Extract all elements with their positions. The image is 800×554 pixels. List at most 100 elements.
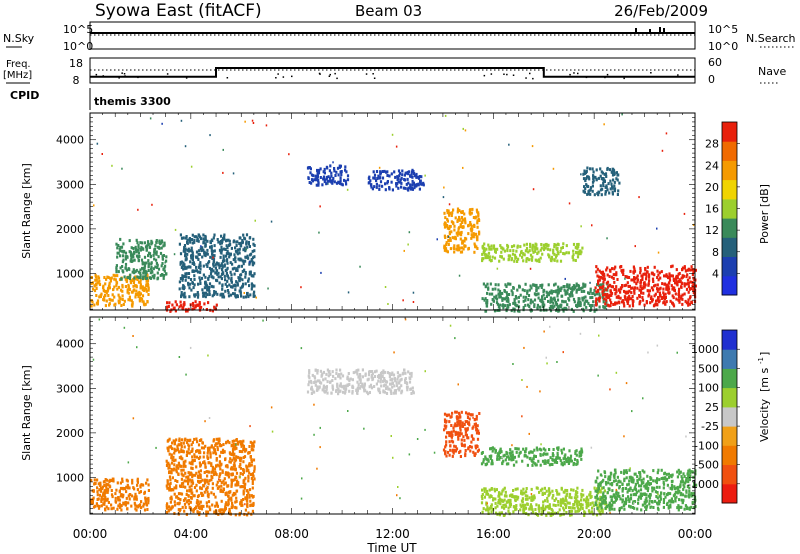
power-echo-cell [253,249,256,253]
power-echo-cell [245,242,248,246]
power-echo-cell [196,239,199,243]
power-echo-cell [146,284,149,288]
power-echo-cell [603,178,606,182]
power-echo-cell [226,279,229,283]
velocity-echo-cell [450,430,453,434]
power-echo-cell [212,259,215,263]
power-echo-cell [491,298,494,301]
velocity-echo-cell [314,368,317,372]
velocity-echo-cell [573,500,577,504]
velocity-echo-cell [444,445,447,449]
power-echo-cell [672,286,675,290]
power-echo-cell [612,167,615,171]
velocity-echo-cell [473,454,476,457]
power-echo-cell [460,230,463,234]
power-echo-speck [692,223,695,226]
power-echo-cell [605,185,608,189]
velocity-echo-cell [199,480,202,483]
velocity-echo-cell [528,507,531,511]
power-echo-cell [219,255,222,259]
velocity-echo-cell [218,475,221,479]
velocity-echo-cell [363,383,366,387]
velocity-echo-cell [500,511,503,515]
velocity-echo-cell [541,491,544,495]
velocity-echo-cell [188,439,191,443]
velocity-echo-cell [224,464,228,468]
power-echo-cell [183,263,186,267]
power-echo-speck [407,243,409,246]
power-echo-cell [552,301,555,305]
velocity-echo-cell [545,489,548,493]
velocity-echo-cell [550,462,553,466]
power-echo-cell [222,292,225,296]
power-echo-cell [119,237,122,241]
power-echo-speck [436,238,438,241]
power-echo-cell [203,251,206,255]
power-echo-cell [443,211,446,215]
velocity-echo-cell [116,496,120,500]
power-echo-cell [193,263,196,266]
power-echo-cell [238,289,241,293]
power-echo-cell [536,303,539,307]
power-echo-cell [582,282,585,286]
power-echo-cell [182,264,185,268]
velocity-echo-cell [207,482,210,486]
power-echo-cell [132,284,135,288]
power-echo-cell [571,287,574,291]
power-echo-cell [123,275,126,279]
power-echo-cell [518,309,521,313]
velocity-echo-cell [411,390,415,393]
power-echo-cell [182,261,185,265]
velocity-echo-cell [188,478,191,482]
power-echo-cell [213,290,216,293]
power-echo-cell [215,303,218,307]
power-echo-cell [209,255,212,259]
power-echo-speck [496,267,499,270]
power-echo-cell [671,274,674,278]
power-echo-cell [481,244,485,248]
beam-label: Beam 03 [355,2,422,20]
velocity-echo-cell [344,388,347,392]
power-echo-cell [585,177,588,180]
power-echo-cell [190,254,193,258]
power-echo-cell [135,250,138,253]
power-echo-cell [656,287,659,291]
power-echo-cell [544,246,547,250]
velocity-echo-cell [506,452,509,455]
velocity-echo-cell [597,469,600,473]
freq-scatter-dot [506,73,508,76]
power-echo-cell [571,256,574,259]
velocity-echo-cell [562,501,565,505]
power-echo-cell [233,272,236,276]
velocity-echo-cell [242,498,245,501]
velocity-echo-cell [234,459,237,463]
power-echo-cell [137,244,140,247]
velocity-echo-cell [585,506,588,510]
velocity-echo-cell [490,510,493,514]
velocity-echo-cell [232,445,235,449]
velocity-echo-cell [373,385,376,388]
power-echo-cell [483,298,486,302]
power-echo-cell [643,303,646,307]
power-echo-cell [419,182,422,186]
power-echo-cell [220,241,223,245]
velocity-echo-cell [530,487,533,491]
power-echo-cell [218,266,221,270]
velocity-echo-cell [563,455,566,459]
velocity-echo-cell [359,374,362,378]
velocity-echo-cell [176,464,179,468]
velocity-echo-cell [340,372,343,376]
velocity-echo-cell [187,476,190,480]
velocity-echo-cell [200,504,203,508]
velocity-echo-cell [190,488,193,492]
power-echo-cell [610,182,613,186]
velocity-echo-cell [120,508,123,512]
velocity-echo-cell [193,453,196,457]
velocity-echo-cell [307,383,310,387]
velocity-echo-cell [541,459,545,463]
power-echo-cell [529,284,532,288]
power-echo-cell [213,254,216,258]
velocity-echo-cell [529,456,532,460]
velocity-echo-cell [314,383,317,387]
power-echo-cell [316,171,319,175]
